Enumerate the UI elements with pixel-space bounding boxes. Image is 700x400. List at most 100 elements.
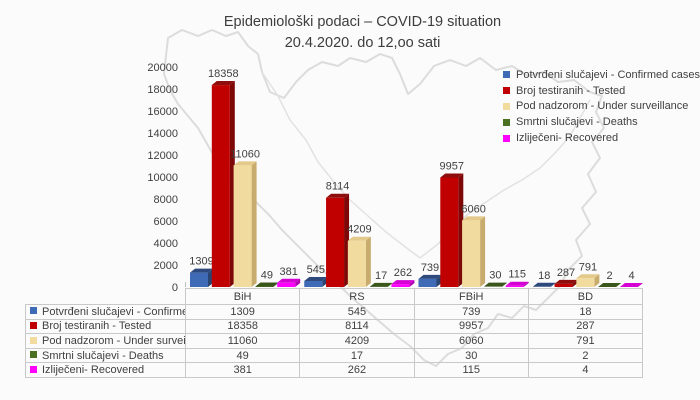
bar-front-face xyxy=(255,286,274,287)
bar-front-face xyxy=(418,278,437,287)
table-value-cell: 9957 xyxy=(413,318,529,335)
bar-FBiH-series3 xyxy=(483,282,507,287)
bar-value-label: 8114 xyxy=(326,181,350,193)
legend-item-0: Potvrđeni slučajevi - Confirmed cases xyxy=(503,67,700,83)
legend-item-label: Broj testiranih - Tested xyxy=(516,84,626,97)
bar-top-face xyxy=(505,281,529,286)
bar-value-label: 17 xyxy=(375,270,387,282)
bar-value-label: 2 xyxy=(607,270,613,282)
y-axis-tick-label: 4000 xyxy=(154,238,178,250)
table-row-swatch-icon xyxy=(30,307,37,315)
bar-value-label: 18 xyxy=(538,270,550,282)
bar-side-face xyxy=(365,236,371,287)
table-value-cell: 17 xyxy=(299,347,415,364)
bar-top-face xyxy=(532,282,556,287)
bar-BiH-series0 xyxy=(190,268,213,287)
bar-value-label: 30 xyxy=(489,270,501,282)
table-value-cell: 6060 xyxy=(413,333,529,349)
bar-value-label: 739 xyxy=(421,262,439,274)
bar-side-face xyxy=(572,279,578,287)
bar-FBiH-series2 xyxy=(462,216,486,287)
bar-front-face xyxy=(304,281,323,287)
bar-RS-series3 xyxy=(369,282,393,287)
bar-side-face xyxy=(322,277,328,287)
bar-front-face xyxy=(326,197,345,287)
bar-front-face xyxy=(462,220,481,287)
bar-BD-series2 xyxy=(576,274,600,287)
table-header-row: BiH RS FBiH BD xyxy=(26,288,643,305)
bar-top-face xyxy=(554,279,578,284)
bar-value-label: 115 xyxy=(508,269,526,281)
map-entity-line-west xyxy=(261,71,421,259)
bar-value-label: 287 xyxy=(557,267,575,279)
table-value-cell: 2 xyxy=(527,347,643,364)
bar-side-face xyxy=(251,161,257,287)
bar-FBiH-series0 xyxy=(418,274,442,287)
table-value-cell: 30 xyxy=(413,347,529,364)
table-column-header-RS: RS xyxy=(299,288,415,305)
bar-BiH-series3 xyxy=(255,282,279,287)
table-row-label: Smrtni slučajevi - Deaths xyxy=(25,347,186,364)
bar-top-face xyxy=(619,282,643,287)
bar-BD-series0 xyxy=(532,282,556,287)
legend-item-label: Izliječeni- Recovered xyxy=(516,132,619,145)
bar-top-face xyxy=(598,282,622,287)
table-value-cell: 11060 xyxy=(184,333,301,349)
bar-BiH-series4 xyxy=(277,278,301,287)
y-axis-tick-label: 2000 xyxy=(154,260,178,272)
y-axis-tick-label: 10000 xyxy=(147,172,178,184)
table-value-cell: 18358 xyxy=(184,318,301,335)
table-row-label: Pod nadzorom - Under surveillance xyxy=(25,333,186,349)
table-row-label: Izliječeni- Recovered xyxy=(25,362,186,378)
table-row-swatch-icon xyxy=(30,351,37,359)
bar-RS-series1 xyxy=(326,193,350,287)
bar-top-face xyxy=(347,236,371,241)
bar-top-face xyxy=(462,216,486,221)
table-value-cell: 115 xyxy=(413,362,529,378)
bar-top-face xyxy=(233,161,257,166)
legend-item-3: Smrtni slučajevi - Deaths xyxy=(503,114,700,130)
bar-BD-series1 xyxy=(554,279,578,287)
bar-top-face xyxy=(391,280,415,285)
bar-value-label: 791 xyxy=(579,261,597,273)
bar-side-face xyxy=(409,280,415,287)
bar-top-face xyxy=(440,173,464,178)
table-header-blank-cell xyxy=(26,289,186,305)
bar-value-label: 4 xyxy=(628,270,634,282)
bar-value-label: 9957 xyxy=(440,161,464,173)
bar-side-face xyxy=(501,282,507,287)
bar-FBiH-series4 xyxy=(505,281,529,287)
table-column-header-BiH: BiH xyxy=(184,288,301,305)
table-value-cell: 18 xyxy=(527,304,643,320)
chart-title: Epidemiološki podaci – COVID-19 situatio… xyxy=(25,12,700,54)
chart-legend: Potvrđeni slučajevi - Confirmed cases Bro… xyxy=(503,67,700,146)
bar-top-face xyxy=(255,282,279,287)
bar-chart-plot: 0 2000 4000 6000 8000 10000 12000 14000 16000 180… xyxy=(147,62,643,292)
legend-item-label: Smrtni slučajevi - Deaths xyxy=(516,116,638,129)
bar-side-face xyxy=(616,282,622,287)
bar-top-face xyxy=(304,277,328,282)
bar-side-face xyxy=(295,278,301,287)
table-row-swatch-icon xyxy=(30,321,37,329)
bar-top-face xyxy=(418,274,442,279)
bar-value-label: 6060 xyxy=(461,203,485,215)
legend-item-label: Potvrđeni slučajevi - Confirmed cases xyxy=(516,68,700,81)
y-axis-tick-label: 20000 xyxy=(147,62,178,74)
bar-side-face xyxy=(637,282,643,287)
bar-value-label: 4209 xyxy=(347,224,371,236)
bar-value-label: 262 xyxy=(394,267,412,279)
table-row-1: Broj testiranih - Tested 18358 8114 9957 287 xyxy=(25,318,643,335)
table-value-cell: 381 xyxy=(184,362,301,378)
legend-swatch-icon xyxy=(503,118,510,126)
bar-front-face xyxy=(440,177,459,287)
legend-item-2: Pod nadzorom - Under surveillance xyxy=(503,99,700,115)
bar-value-label: 49 xyxy=(261,270,273,282)
bar-top-face xyxy=(277,278,301,283)
table-row-2: Pod nadzorom - Under surveillance1106042… xyxy=(25,333,643,349)
bar-side-face xyxy=(594,274,600,287)
table-value-cell: 1309 xyxy=(184,304,301,320)
bar-RS-series0 xyxy=(304,277,328,287)
bar-RS-series4 xyxy=(391,280,415,287)
bar-RS-series2 xyxy=(347,236,371,287)
bar-FBiH-series1 xyxy=(440,173,464,287)
